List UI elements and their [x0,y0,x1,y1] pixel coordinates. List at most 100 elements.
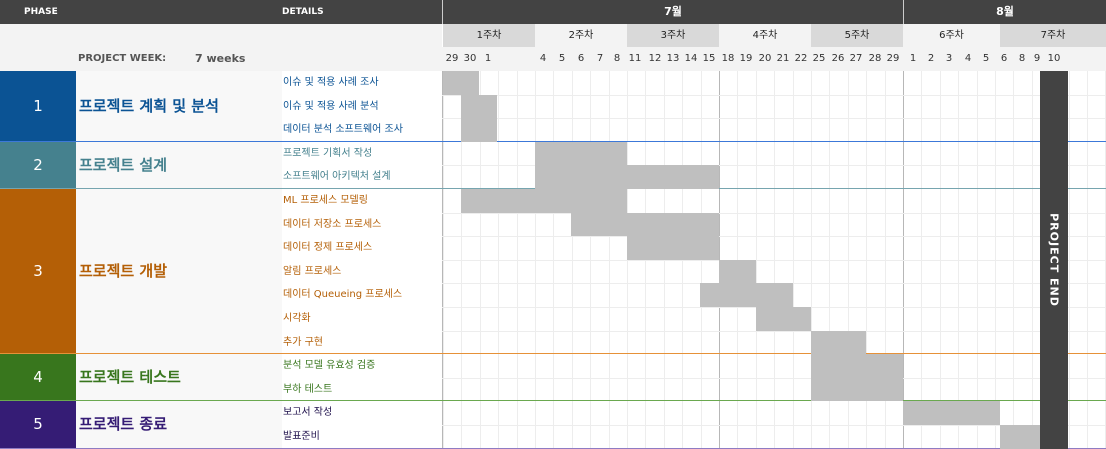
header-bar: PHASE DETAILS [0,0,1106,24]
gantt-bar [461,118,497,142]
gantt-bar [903,401,1000,425]
day-cell: 9 [1033,53,1041,64]
grid-row-line [442,118,1106,120]
gantt-bar [1000,425,1040,449]
task-label: 데이터 정제 프로세스 [282,236,442,260]
day-cell: 11 [628,53,642,64]
day-cell: 1 [484,53,492,64]
phase-name-4: 프로젝트 테스트 [76,354,282,402]
gantt-bar [535,141,627,166]
task-label: 보고서 작성 [282,401,442,425]
phase-header-cell [0,24,76,71]
task-label: 데이터 분석 소프트웨어 조사 [282,118,442,142]
project-week-label: PROJECT WEEK: [78,53,167,64]
day-cell: 20 [758,53,772,64]
day-cell: 15 [702,53,716,64]
project-end-label: PROJECT END [1047,213,1061,307]
phase-separator [0,447,1106,449]
phase-separator [0,353,1106,355]
grid-row-line [442,259,1106,261]
grid-row-line [442,425,1106,426]
gantt-bar [811,330,866,355]
phase-separator [0,140,1106,142]
task-label: ML 프로세스 모델링 [282,189,442,213]
task-label: 알림 프로세스 [282,259,442,284]
day-cell: 1 [909,53,917,64]
day-cell: 29 [886,53,900,64]
project-week-value: 7 weeks [195,52,246,65]
gantt-bar [811,354,903,378]
day-cell: 6 [1000,53,1008,64]
day-cell: 2 [927,53,935,64]
task-label: 이슈 및 적용 사례 분석 [282,94,442,119]
task-label: 추가 구현 [282,330,442,355]
gantt-bar [443,71,479,95]
day-cell: 5 [982,53,990,64]
project-week-cell: PROJECT WEEK: 7 weeks [76,24,442,71]
phase-number-4: 4 [0,354,76,402]
gantt-bar [571,212,719,237]
grid-row-line [442,94,1106,96]
phase-name-1: 프로젝트 계획 및 분석 [76,71,282,142]
phase-number-5: 5 [0,401,76,449]
day-cell: 27 [849,53,863,64]
gantt-bar [461,189,627,213]
gantt-bar [811,377,903,402]
day-cell: 29 [445,53,459,64]
week-6: 6주차 [903,24,1000,47]
task-label: 이슈 및 적용 사례 조사 [282,71,442,95]
days-row [442,47,1106,71]
week-7: 7주차 [1000,24,1106,47]
day-cell: 8 [613,53,621,64]
day-cell: 5 [558,53,566,64]
day-cell: 8 [1018,53,1026,64]
day-cell: 26 [831,53,845,64]
week-1: 1주차 [443,24,535,47]
task-label: 분석 모델 유효성 검증 [282,354,442,378]
phase-number-2: 2 [0,141,76,189]
week-4: 4주차 [719,24,811,47]
gantt-bar [700,283,793,307]
project-end-column [1040,71,1068,449]
day-cell: 21 [776,53,790,64]
gantt-bar [535,165,719,189]
week-3: 3주차 [627,24,719,47]
day-cell: 13 [666,53,680,64]
month-july: 7월 [442,0,903,24]
phase-separator [0,400,1106,402]
day-cell: 28 [868,53,882,64]
grid-row-line [442,236,1106,238]
month-august: 8월 [903,0,1106,24]
day-cell: 10 [1047,53,1061,64]
day-cell: 4 [964,53,972,64]
gantt-bar [719,259,756,284]
day-cell: 18 [721,53,735,64]
task-label: 데이터 Queueing 프로세스 [282,283,442,307]
phase-header: PHASE [24,7,58,17]
grid-row-line [442,165,1106,167]
task-label: 소프트웨어 아키텍처 설계 [282,165,442,189]
day-cell: 30 [463,53,477,64]
grid-row-line [442,330,1106,332]
gantt-bar [627,236,719,260]
details-header: DETAILS [282,7,324,17]
week-2: 2주차 [535,24,627,47]
day-cell: 4 [539,53,547,64]
task-label: 발표준비 [282,425,442,449]
grid-row-line [442,377,1106,379]
task-label: 부하 테스트 [282,377,442,402]
task-label: 시각화 [282,307,442,331]
task-label: 프로젝트 기획서 작성 [282,141,442,166]
day-cell: 7 [596,53,604,64]
day-cell: 22 [794,53,808,64]
task-label: 데이터 저장소 프로세스 [282,212,442,237]
gantt-bar [461,94,497,119]
phase-name-3: 프로젝트 개발 [76,189,282,355]
day-cell: 14 [684,53,698,64]
phase-number-3: 3 [0,189,76,355]
day-cell: 6 [577,53,585,64]
day-cell: 3 [945,53,953,64]
day-cell: 19 [739,53,753,64]
phase-name-5: 프로젝트 종료 [76,401,282,449]
grid-row-line [442,212,1106,214]
